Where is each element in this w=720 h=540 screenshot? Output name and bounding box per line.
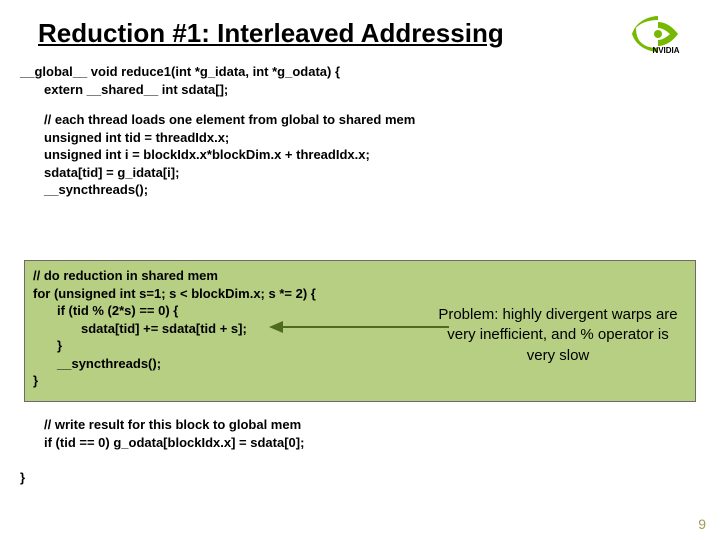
arrow-icon	[269, 317, 449, 337]
svg-text:NVIDIA: NVIDIA	[652, 46, 679, 54]
code-comment: // do reduction in shared mem	[33, 267, 687, 285]
code-comment: // each thread loads one element from gl…	[20, 111, 700, 129]
code-block-top: __global__ void reduce1(int *g_idata, in…	[0, 49, 720, 199]
code-block-bottom: // write result for this block to global…	[20, 416, 304, 451]
code-line: unsigned int tid = threadIdx.x;	[20, 129, 700, 147]
code-line: for (unsigned int s=1; s < blockDim.x; s…	[33, 285, 687, 303]
code-comment: // write result for this block to global…	[20, 416, 304, 434]
code-line: unsigned int i = blockIdx.x*blockDim.x +…	[20, 146, 700, 164]
code-line: sdata[tid] = g_idata[i];	[20, 164, 700, 182]
code-line: __syncthreads();	[20, 181, 700, 199]
page-number: 9	[698, 516, 706, 532]
problem-annotation: Problem: highly divergent warps are very…	[433, 305, 683, 366]
code-line: extern __shared__ int sdata[];	[20, 81, 700, 99]
code-line: }	[33, 372, 687, 390]
code-line: __global__ void reduce1(int *g_idata, in…	[20, 63, 700, 81]
highlighted-code-box: // do reduction in shared mem for (unsig…	[24, 260, 696, 402]
nvidia-logo: NVIDIA	[630, 14, 702, 54]
code-line: }	[20, 470, 25, 485]
slide-title: Reduction #1: Interleaved Addressing	[0, 0, 720, 49]
code-line: if (tid == 0) g_odata[blockIdx.x] = sdat…	[20, 434, 304, 452]
